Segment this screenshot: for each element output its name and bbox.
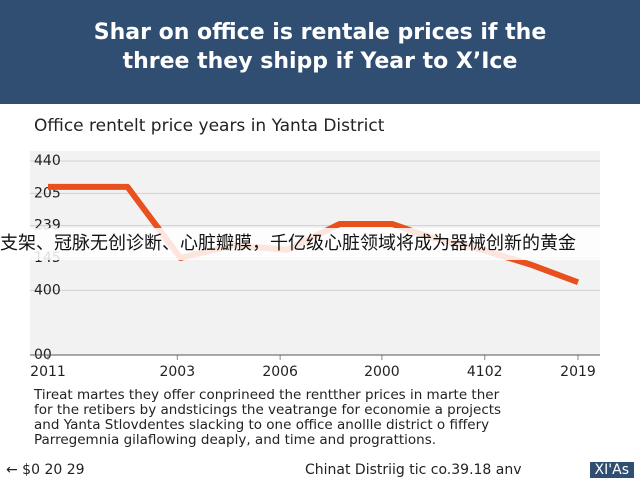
header: Shar on office is rentale prices if the … xyxy=(0,0,640,104)
x-tick-label: 2011 xyxy=(30,364,66,380)
paragraph-line: Tireat martes they offer conprineed the … xyxy=(34,387,500,403)
x-tick-label: 2019 xyxy=(560,364,596,380)
paragraph: Tireat martes they offer conprineed the … xyxy=(34,388,501,448)
x-tick-label: 2003 xyxy=(159,364,195,380)
x-tick-label: 4102 xyxy=(467,364,503,380)
x-tick-label: 2000 xyxy=(364,364,400,380)
footer-badge[interactable]: XI'As xyxy=(589,462,634,478)
overlay-banner: 支架、冠脉无创诊断、心脏瓣膜，千亿级心脏领域将成为器械创新的黄金 xyxy=(0,228,640,260)
paragraph-line: and Yanta Stlovdentes slacking to one of… xyxy=(34,417,490,433)
title-line: Shar on office is rentale prices if the xyxy=(93,20,547,45)
x-tick-label: 2006 xyxy=(262,364,298,380)
title-line: three they shipp if Year to X’Ice xyxy=(122,49,518,74)
footer-center: Chinat Distriig tic co.39.18 anv xyxy=(305,462,522,478)
y-tick-label: 440 xyxy=(34,153,61,169)
chart-title: Office rentelt price years in Yanta Dist… xyxy=(34,116,385,136)
paragraph-line: for the retibers by andsticings the veat… xyxy=(34,402,502,418)
chart: 0040014523920544020112003200620004102201… xyxy=(30,151,600,380)
y-tick-label: 400 xyxy=(34,282,61,298)
footer-left: ← $0 20 29 xyxy=(6,462,85,478)
paragraph-line: Parregemnia gilaflowing deaply, and time… xyxy=(34,432,437,448)
footer: ← $0 20 29 Chinat Distriig tic co.39.18 … xyxy=(0,460,640,480)
